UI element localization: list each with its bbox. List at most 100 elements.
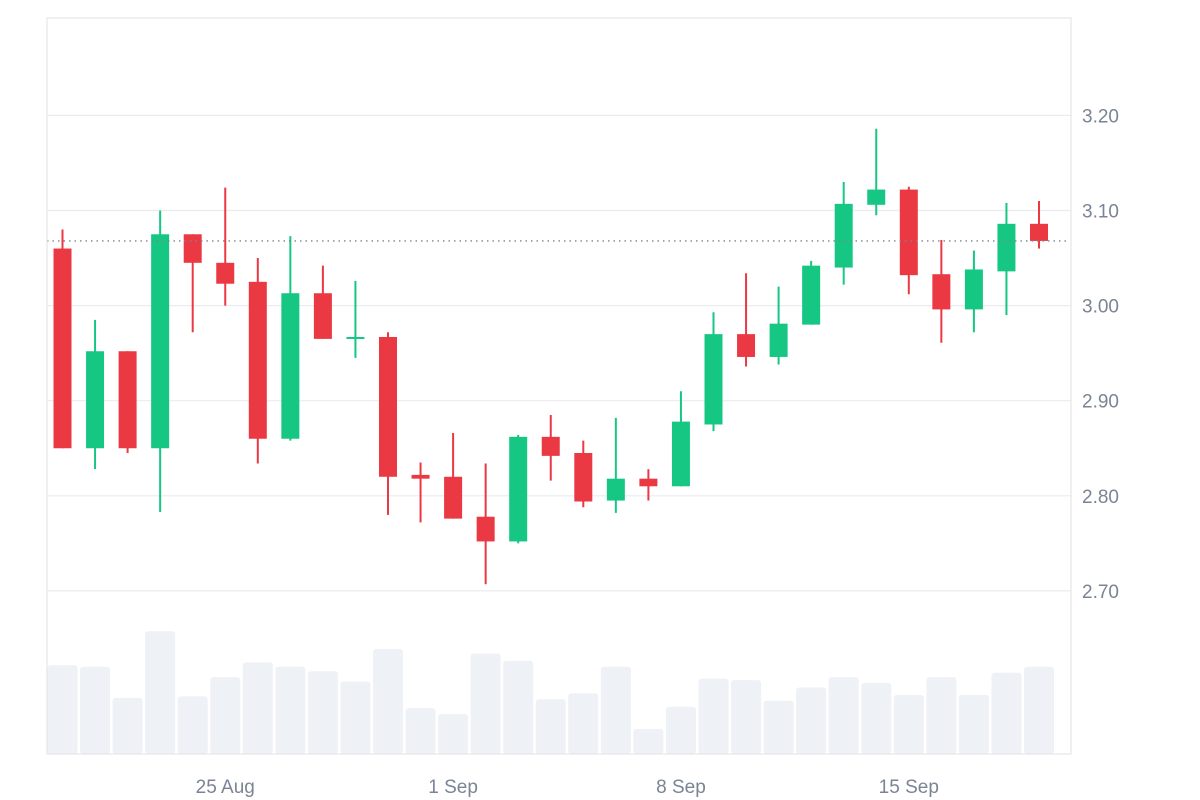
candle	[574, 440, 593, 508]
candle-body	[509, 436, 528, 542]
candle-body	[671, 421, 690, 487]
candle-body	[86, 351, 105, 449]
volume-bar	[893, 694, 924, 754]
volume-bar	[796, 687, 827, 754]
candle-body	[118, 351, 137, 449]
candle	[53, 229, 72, 449]
candle	[313, 265, 332, 339]
candle	[737, 273, 756, 367]
candle	[964, 250, 983, 333]
volume-bar	[340, 681, 371, 754]
candle	[606, 417, 625, 513]
candle	[216, 187, 235, 306]
volume-bar	[405, 708, 436, 754]
y-tick-label: 3.00	[1082, 297, 1119, 318]
volume-bar	[112, 697, 143, 754]
volume-bar	[991, 672, 1022, 754]
candle-body	[476, 516, 495, 542]
candle-body	[769, 323, 788, 357]
candle	[183, 234, 202, 333]
candle	[671, 391, 690, 487]
plot-frame	[46, 17, 1072, 755]
volume-bar	[568, 693, 599, 754]
volume-bar	[665, 706, 696, 754]
candle-body	[379, 336, 397, 477]
candle-body	[281, 293, 300, 439]
volume-bar	[633, 728, 664, 754]
candle	[248, 258, 267, 464]
y-tick-label: 2.80	[1082, 487, 1119, 508]
candle-body	[53, 248, 72, 449]
candle-body	[411, 474, 430, 479]
candle	[867, 128, 886, 216]
candle	[118, 351, 137, 454]
candles	[53, 128, 1048, 585]
grid-lines	[47, 114, 1071, 592]
y-tick-label: 2.90	[1082, 392, 1119, 413]
volume-bar	[80, 666, 111, 754]
volume-bar	[861, 683, 892, 754]
candle	[281, 236, 300, 441]
volume-bar	[438, 714, 469, 754]
candle	[541, 414, 560, 481]
x-tick-label: 15 Sep	[879, 777, 939, 798]
candle-body	[216, 262, 235, 284]
candle-body	[346, 336, 365, 339]
volume-bar	[242, 662, 273, 754]
candle-body	[151, 234, 170, 449]
candle-body	[867, 189, 886, 205]
candle-body	[802, 265, 821, 325]
candle-body	[313, 293, 332, 339]
x-tick-label: 25 Aug	[196, 777, 255, 798]
candle	[639, 469, 658, 501]
candle	[379, 332, 397, 515]
volume-bar	[210, 677, 241, 754]
candle	[346, 280, 365, 358]
candle-body	[639, 478, 658, 487]
volume-bar	[470, 653, 501, 754]
candle	[1030, 200, 1048, 249]
volume-bar	[828, 677, 859, 754]
candle	[86, 319, 105, 470]
volume-bar	[926, 677, 957, 754]
candle	[151, 210, 170, 512]
candle-body	[704, 334, 723, 425]
candle	[509, 434, 528, 544]
volume-bar	[47, 665, 78, 754]
candle	[802, 260, 821, 325]
volume-bar	[958, 694, 989, 754]
candle	[997, 202, 1016, 316]
y-axis: 2.70 2.80 2.90 3.00 3.10 3.20	[1082, 106, 1119, 603]
candle-body	[183, 234, 202, 263]
candle-body	[997, 223, 1016, 272]
candle-body	[606, 478, 625, 501]
volume-bar	[177, 696, 208, 754]
candle-body	[737, 334, 756, 357]
candle-body	[1030, 223, 1048, 241]
candle	[834, 181, 853, 285]
volume-bar	[275, 666, 306, 754]
candle-body	[444, 476, 463, 519]
volume-bar	[1024, 666, 1054, 754]
candle-body	[899, 189, 918, 276]
candle	[899, 186, 918, 295]
y-tick-label: 3.10	[1082, 202, 1119, 223]
candle	[444, 433, 463, 519]
volume-bar	[731, 680, 762, 754]
candle-body	[964, 269, 983, 310]
candle-body	[834, 203, 853, 268]
candle-body	[248, 281, 267, 439]
volume-bar	[535, 699, 566, 754]
volume-bar	[307, 671, 338, 754]
x-tick-label: 1 Sep	[428, 777, 478, 798]
candle	[932, 239, 951, 343]
x-tick-label: 8 Sep	[656, 777, 706, 798]
volume-bar	[600, 666, 631, 754]
volume-bar	[503, 660, 534, 754]
y-tick-label: 2.70	[1082, 582, 1119, 603]
volume-bars	[47, 631, 1054, 754]
volume-bar	[145, 631, 176, 754]
candle	[769, 286, 788, 365]
volume-bar	[763, 700, 794, 754]
